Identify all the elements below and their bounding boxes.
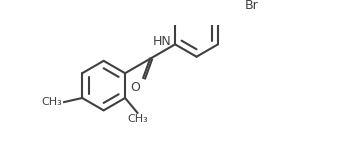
Text: O: O xyxy=(130,81,140,94)
Text: CH₃: CH₃ xyxy=(127,114,148,124)
Text: HN: HN xyxy=(153,35,172,48)
Text: Br: Br xyxy=(245,0,258,12)
Text: CH₃: CH₃ xyxy=(42,97,62,107)
